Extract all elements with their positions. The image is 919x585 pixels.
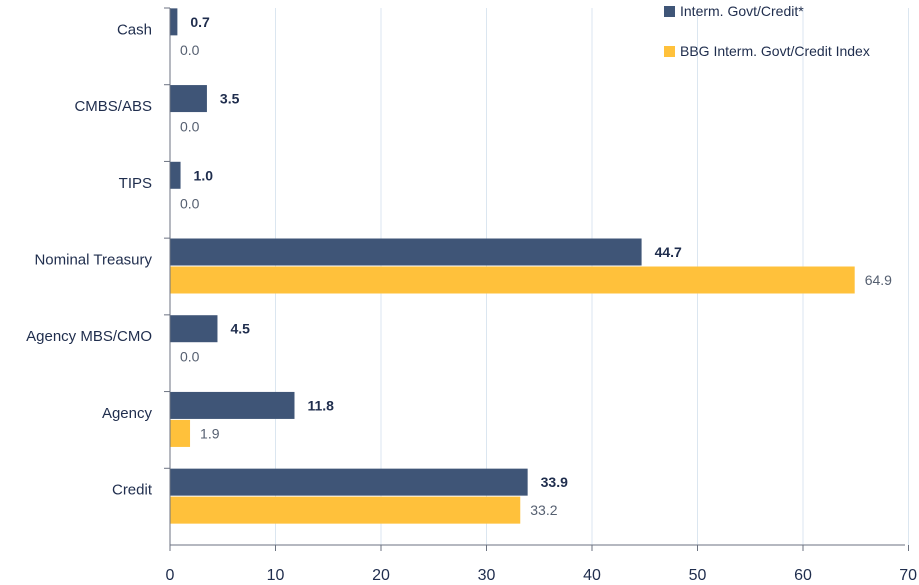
index-value-label: 64.9 <box>865 272 892 288</box>
fund-bar <box>170 468 528 496</box>
index-value-label: 33.2 <box>530 502 557 518</box>
fund-bar <box>170 238 642 266</box>
index-value-label: 0.0 <box>180 195 200 211</box>
fund-bar <box>170 161 181 189</box>
fund-bar <box>170 8 178 36</box>
fund-value-label: 0.7 <box>190 14 210 30</box>
fund-bar <box>170 85 207 113</box>
legend-label: BBG Interm. Govt/Credit Index <box>680 43 870 59</box>
index-value-label: 0.0 <box>180 42 200 58</box>
index-value-label: 0.0 <box>180 349 200 365</box>
category-label: TIPS <box>119 175 152 192</box>
x-tick-label: 0 <box>166 567 175 584</box>
legend: Interm. Govt/Credit* BBG Interm. Govt/Cre… <box>664 3 870 59</box>
fund-bar <box>170 315 218 343</box>
category-label: Cash <box>117 21 152 38</box>
labels: Cash 0.7 0.0 CMBS/ABS 3.5 0.0 TIPS 1.0 0.0 Nomina… <box>26 14 892 518</box>
category-label: Agency <box>102 405 153 422</box>
index-bar <box>170 419 191 447</box>
x-tick-label: 50 <box>689 567 707 584</box>
fund-value-label: 4.5 <box>230 321 250 337</box>
index-bar <box>170 266 855 294</box>
fund-value-label: 44.7 <box>655 244 682 260</box>
legend-label: Interm. Govt/Credit* <box>680 3 804 19</box>
category-label: Nominal Treasury <box>34 251 152 268</box>
axes: 0 10 20 30 40 50 60 70 <box>164 7 917 584</box>
fund-value-label: 11.8 <box>307 397 334 413</box>
bars <box>170 8 855 524</box>
category-label: Credit <box>112 482 153 499</box>
index-bar <box>170 496 521 524</box>
x-tick-label: 30 <box>478 567 496 584</box>
x-tick-label: 10 <box>267 567 285 584</box>
x-tick-label: 20 <box>372 567 390 584</box>
fund-value-label: 3.5 <box>220 91 240 107</box>
legend-swatch <box>664 46 675 57</box>
fund-value-label: 1.0 <box>194 167 214 183</box>
index-value-label: 0.0 <box>180 119 200 135</box>
x-tick-label: 60 <box>794 567 812 584</box>
x-tick-label: 70 <box>899 567 917 584</box>
fund-bar <box>170 391 295 419</box>
category-label: CMBS/ABS <box>74 98 152 115</box>
index-value-label: 1.9 <box>200 425 220 441</box>
fund-value-label: 33.9 <box>541 474 568 490</box>
legend-swatch <box>664 6 675 17</box>
category-label: Agency MBS/CMO <box>26 328 152 345</box>
x-tick-label: 40 <box>583 567 601 584</box>
